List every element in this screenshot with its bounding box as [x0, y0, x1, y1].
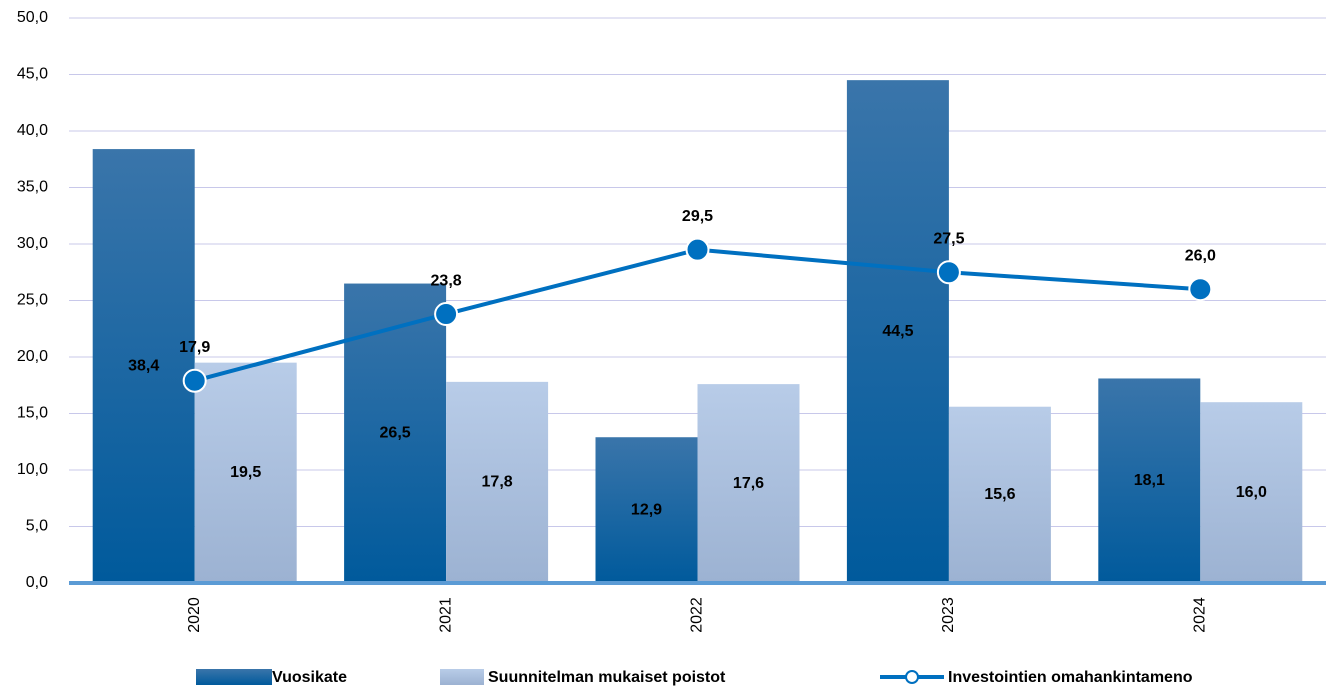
bar-value-label: 19,5: [230, 464, 261, 481]
x-tick-label: 2020: [186, 597, 203, 633]
y-tick-label: 35,0: [17, 179, 48, 196]
bar-value-label: 26,5: [380, 424, 411, 441]
bar-value-label: 18,1: [1134, 472, 1165, 489]
y-tick-label: 0,0: [26, 574, 48, 591]
bar-value-label: 12,9: [631, 501, 662, 518]
line-value-label: 23,8: [431, 272, 462, 289]
bar-value-label: 15,6: [984, 486, 1015, 503]
y-tick-label: 45,0: [17, 66, 48, 83]
line-value-label: 17,9: [179, 339, 210, 356]
legend-marker: [906, 671, 918, 683]
legend-swatch: [196, 669, 272, 685]
bar-value-label: 38,4: [128, 357, 159, 374]
line-marker: [938, 261, 960, 283]
line-value-label: 29,5: [682, 208, 713, 225]
line-marker: [687, 239, 709, 261]
chart: 0,0 5,0 10,0 15,0 20,0 25,0 30,0 35,0 40,0 45,0 50…: [0, 0, 1326, 692]
y-tick-label: 10,0: [17, 461, 48, 478]
x-tick-label: 2023: [940, 597, 957, 633]
line-marker: [184, 370, 206, 392]
y-tick-label: 30,0: [17, 235, 48, 252]
legend-label: Vuosikate: [272, 669, 347, 686]
legend-swatch: [440, 669, 484, 685]
x-tick-label: 2022: [689, 597, 706, 633]
y-tick-label: 20,0: [17, 348, 48, 365]
y-tick-label: 5,0: [26, 518, 48, 535]
line-marker: [1189, 278, 1211, 300]
line-marker: [435, 303, 457, 325]
x-tick-label: 2021: [437, 597, 454, 633]
legend-label: Investointien omahankintameno: [948, 669, 1193, 686]
y-tick-label: 25,0: [17, 292, 48, 309]
x-tick-label: 2024: [1192, 597, 1209, 633]
y-tick-label: 40,0: [17, 122, 48, 139]
bar-value-label: 17,6: [733, 475, 764, 492]
y-tick-label: 50,0: [17, 9, 48, 26]
y-tick-label: 15,0: [17, 405, 48, 422]
bar-value-label: 16,0: [1236, 484, 1267, 501]
bar-value-label: 17,8: [482, 474, 513, 491]
legend-label: Suunnitelman mukaiset poistot: [488, 669, 726, 686]
bar-value-label: 44,5: [882, 323, 913, 340]
line-value-label: 26,0: [1185, 247, 1216, 264]
line-value-label: 27,5: [933, 230, 964, 247]
